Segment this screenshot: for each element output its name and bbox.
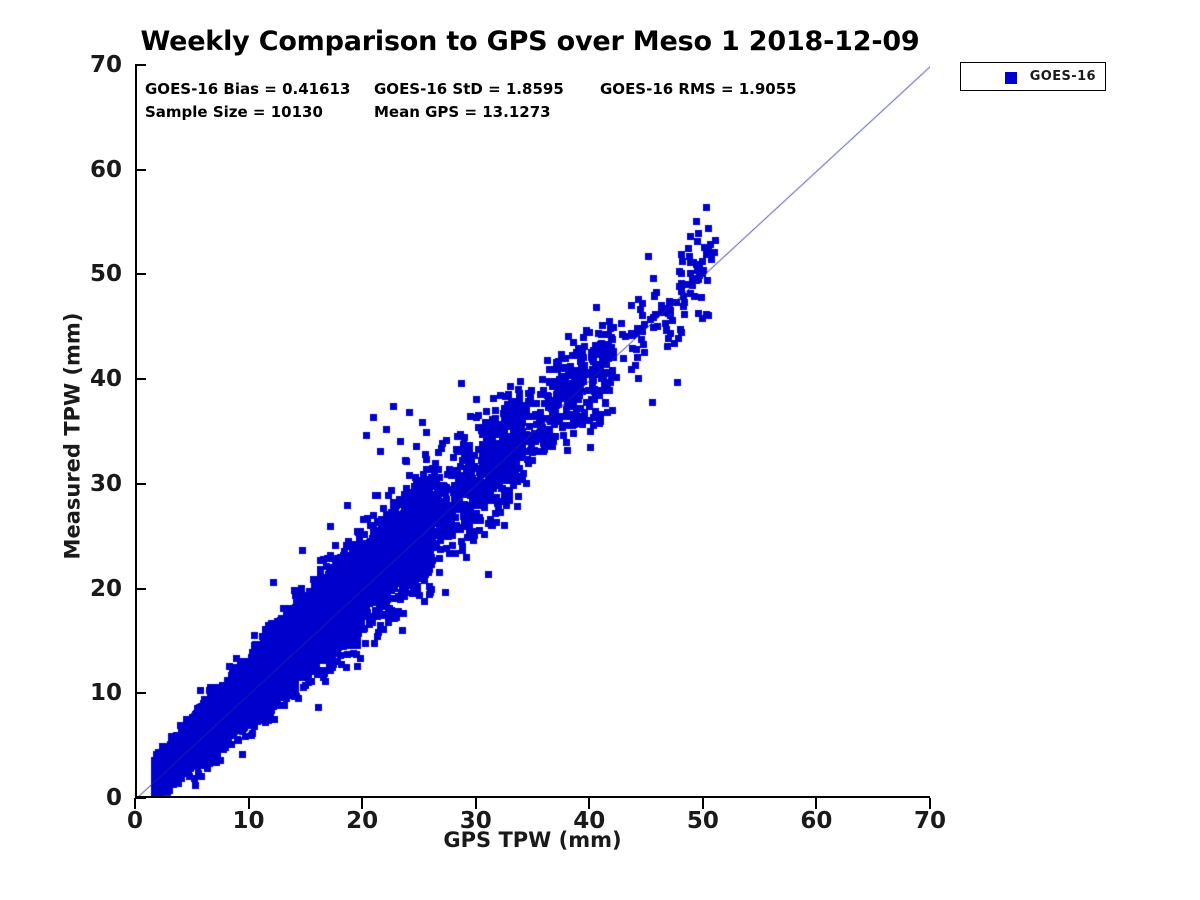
x-tick-10 — [247, 798, 250, 809]
y-tick-label-30: 30 — [89, 470, 122, 497]
y-tick-label-40: 40 — [89, 366, 122, 393]
y-tick-label-20: 20 — [89, 575, 122, 602]
x-tick-40 — [588, 798, 591, 809]
x-tick-label-50: 50 — [686, 808, 719, 834]
scatter-plot-canvas — [137, 65, 930, 796]
x-tick-50 — [701, 798, 704, 809]
y-tick-30 — [135, 482, 146, 485]
plot-area — [137, 65, 930, 796]
y-axis-label: Measured TPW (mm) — [60, 312, 85, 560]
y-tick-label-0: 0 — [105, 785, 122, 811]
x-tick-label-40: 40 — [573, 808, 606, 834]
x-tick-70 — [929, 798, 931, 809]
x-tick-20 — [361, 798, 364, 809]
x-tick-label-70: 70 — [913, 808, 947, 834]
y-tick-60 — [135, 168, 146, 171]
y-tick-20 — [135, 587, 146, 590]
y-tick-0 — [135, 797, 146, 799]
y-tick-label-50: 50 — [89, 261, 122, 288]
page-title: Weekly Comparison to GPS over Meso 1 201… — [140, 26, 920, 57]
y-tick-label-10: 10 — [89, 680, 122, 707]
y-tick-70 — [135, 64, 146, 66]
x-tick-60 — [815, 798, 818, 809]
x-tick-label-10: 10 — [232, 808, 265, 834]
y-tick-label-60: 60 — [89, 156, 122, 183]
x-tick-30 — [474, 798, 477, 809]
x-tick-label-30: 30 — [459, 808, 492, 834]
x-tick-label-20: 20 — [346, 808, 379, 834]
x-tick-0 — [134, 798, 136, 809]
y-tick-50 — [135, 273, 146, 276]
legend-box: GOES-16 — [960, 62, 1106, 91]
legend-marker-goes-16 — [1005, 72, 1017, 84]
plot-frame — [135, 65, 930, 798]
x-tick-label-0: 0 — [126, 808, 144, 834]
y-tick-40 — [135, 378, 146, 381]
x-axis-label: GPS TPW (mm) — [443, 828, 622, 852]
x-tick-label-60: 60 — [800, 808, 833, 834]
y-tick-label-70: 70 — [89, 52, 122, 78]
legend-label-goes-16: GOES-16 — [1029, 69, 1096, 84]
y-tick-10 — [135, 692, 146, 695]
